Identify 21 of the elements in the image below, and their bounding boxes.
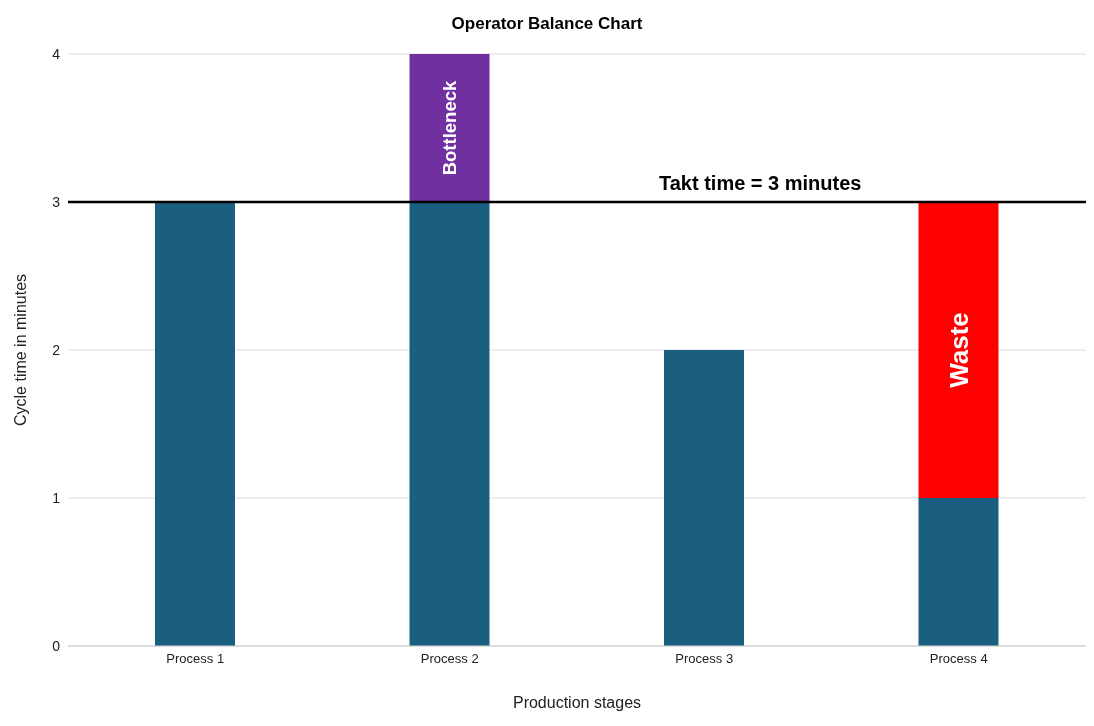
y-tick-label: 1 (52, 489, 61, 506)
bar (409, 202, 490, 646)
series-label: Waste (943, 312, 974, 388)
ref-line-label: Takt time = 3 minutes (659, 172, 862, 194)
y-axis-title: Cycle time in minutes (11, 273, 29, 427)
x-tick-label: Process 1 (166, 651, 225, 667)
bar (155, 202, 235, 646)
x-tick-label: Process 4 (929, 651, 988, 667)
y-tick-label: 2 (52, 341, 61, 358)
x-axis-title: Production stages (512, 694, 642, 711)
bar (409, 54, 490, 202)
x-tick-label: Process 2 (420, 651, 479, 667)
x-tick-label: Process 3 (675, 651, 734, 667)
y-tick-label: 3 (52, 193, 61, 210)
chart-title: Operator Balance Chart (450, 13, 644, 35)
y-tick-label: 4 (52, 45, 61, 62)
bar (918, 202, 999, 498)
y-tick-label: 0 (52, 637, 61, 654)
bar (664, 350, 744, 646)
bar (918, 498, 999, 646)
series-label: Bottleneck (439, 80, 460, 176)
